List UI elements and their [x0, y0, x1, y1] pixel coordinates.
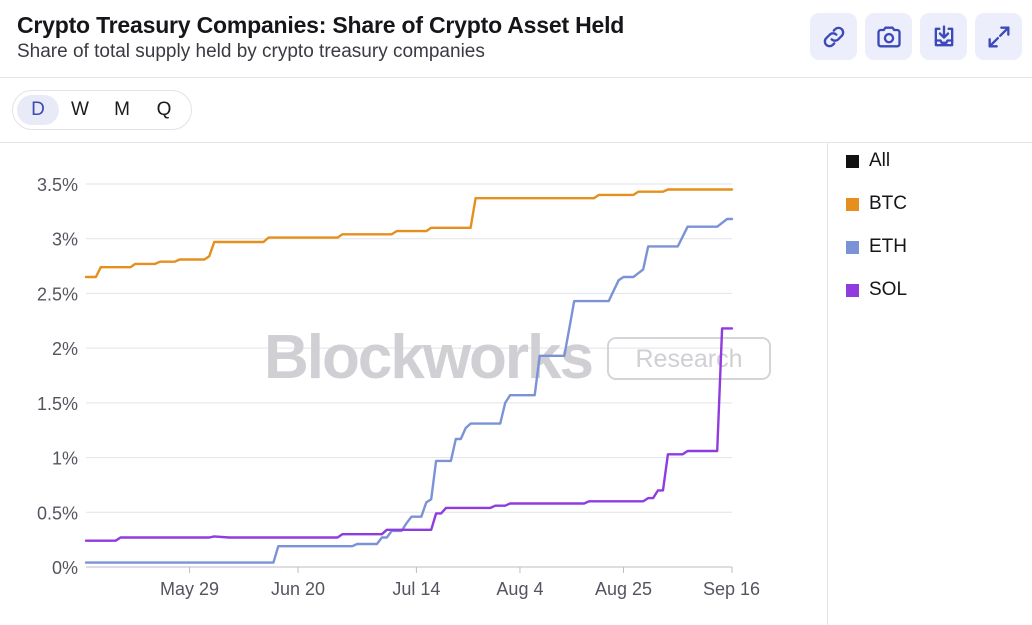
- chart-header: Crypto Treasury Companies: Share of Cryp…: [0, 0, 1032, 78]
- fullscreen-button[interactable]: [975, 13, 1022, 60]
- x-tick-label: Jun 20: [271, 579, 325, 599]
- legend-divider: [827, 143, 828, 625]
- range-option-d[interactable]: D: [17, 95, 59, 125]
- watermark-brand: Blockworks: [264, 323, 592, 392]
- y-tick-label: 1.5%: [37, 394, 78, 414]
- legend-item-all[interactable]: All: [846, 150, 907, 172]
- header-divider: [0, 142, 1032, 143]
- legend-label-eth: ETH: [869, 236, 907, 257]
- screenshot-button[interactable]: [865, 13, 912, 60]
- y-tick-label: 3.5%: [37, 175, 78, 195]
- watermark-tag-box: [607, 337, 771, 380]
- series-line-eth: [84, 217, 734, 564]
- series-lines: [84, 188, 734, 564]
- legend-item-btc[interactable]: BTC: [846, 193, 907, 215]
- series-line-btc: [84, 188, 734, 279]
- camera-icon: [876, 26, 901, 47]
- range-option-m[interactable]: M: [114, 99, 130, 120]
- legend-item-eth[interactable]: ETH: [846, 236, 907, 258]
- chart-area: Blockworks Research 0% 0.5% 1% 1.5% 2% 2.5% 3%…: [0, 143, 826, 625]
- grid-lines: [86, 183, 732, 568]
- range-option-q[interactable]: Q: [156, 99, 172, 120]
- download-icon: [934, 24, 953, 46]
- range-option-w[interactable]: W: [71, 99, 89, 120]
- y-tick-label: 2%: [52, 339, 78, 359]
- watermark: Blockworks Research: [264, 323, 771, 392]
- legend-label-all: All: [869, 150, 891, 171]
- legend-item-sol[interactable]: SOL: [846, 279, 907, 301]
- x-tick-label: May 29: [160, 579, 219, 599]
- chart-legend: All BTC ETH SOL: [846, 150, 907, 322]
- legend-swatch-eth: [846, 240, 859, 254]
- chart-toolbar: [810, 13, 1022, 60]
- y-tick-label: 1%: [52, 449, 78, 469]
- chart-subtitle: Share of total supply held by crypto tre…: [17, 41, 485, 62]
- chart-title: Crypto Treasury Companies: Share of Cryp…: [17, 12, 625, 38]
- legend-label-btc: BTC: [869, 193, 907, 214]
- legend-swatch-sol: [846, 283, 859, 297]
- range-selector: D W M Q: [12, 90, 192, 130]
- watermark-tag: Research: [636, 345, 743, 373]
- expand-icon: [988, 26, 1009, 47]
- y-tick-label: 3%: [52, 230, 78, 250]
- y-tick-label: 2.5%: [37, 284, 78, 304]
- copy-link-button[interactable]: [810, 13, 857, 60]
- x-tick-label: Jul 14: [392, 579, 440, 599]
- y-tick-label: 0.5%: [37, 503, 78, 523]
- x-tick-label: Aug 25: [595, 579, 652, 599]
- x-tick-label: Aug 4: [496, 579, 543, 599]
- download-button[interactable]: [920, 13, 967, 60]
- x-tick-label: Sep 16: [703, 579, 760, 599]
- legend-label-sol: SOL: [869, 279, 908, 300]
- legend-swatch-all: [846, 154, 859, 168]
- axes: 0% 0.5% 1% 1.5% 2% 2.5% 3% 3.5% May 29 Jun 20 Jul …: [37, 175, 760, 599]
- y-tick-label: 0%: [52, 558, 78, 578]
- link-icon: [823, 26, 844, 47]
- series-line-sol: [84, 327, 734, 542]
- legend-swatch-btc: [846, 197, 859, 211]
- line-chart: Blockworks Research 0% 0.5% 1% 1.5% 2% 2.5% 3%…: [37, 175, 771, 599]
